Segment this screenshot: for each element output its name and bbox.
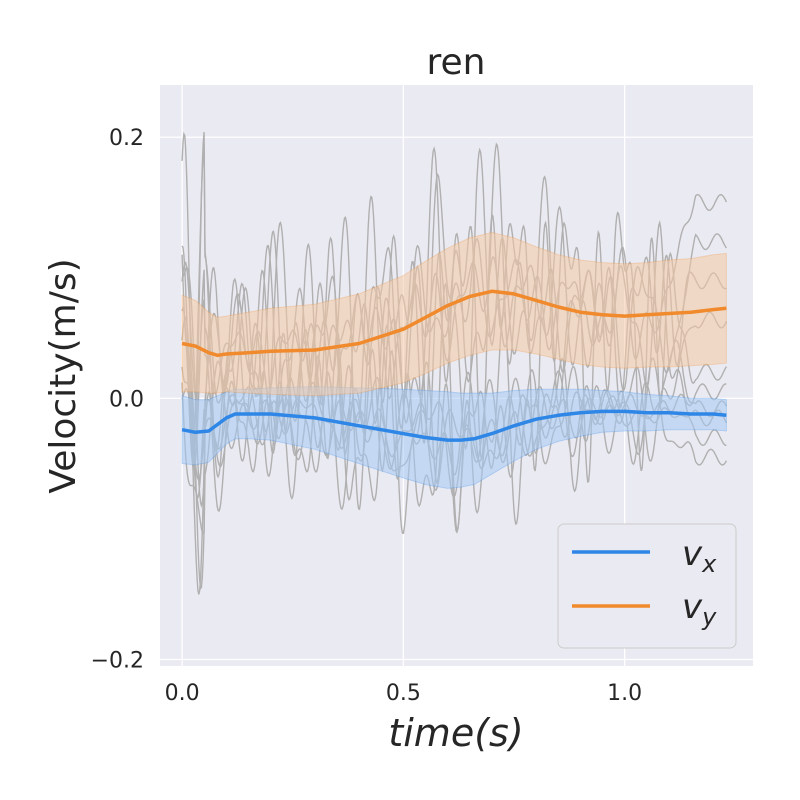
tick-labels: 0.0 0.5 1.0 −0.2 0.0 0.2 — [91, 126, 643, 706]
x-tick-label: 0.0 — [165, 681, 200, 706]
x-tick-label: 1.0 — [607, 681, 642, 706]
legend-label-vx: vx — [682, 534, 717, 578]
legend-box — [557, 523, 737, 649]
mean-lines — [181, 289, 727, 442]
legend: vx vy — [557, 523, 737, 649]
x-axis-label: time(s) — [388, 711, 523, 755]
y-tick-label: 0.0 — [109, 387, 144, 412]
y-tick-label: −0.2 — [91, 648, 144, 673]
y-axis-label: Velocity(m/s) — [43, 258, 84, 493]
chart-title: ren — [427, 42, 486, 83]
legend-label-vy: vy — [682, 587, 717, 631]
mean-line-vx — [181, 409, 727, 442]
x-tick-label: 0.5 — [386, 681, 421, 706]
std-band-vy — [181, 231, 727, 397]
y-tick-label: 0.2 — [109, 126, 144, 151]
mean-line-vy — [181, 289, 727, 358]
